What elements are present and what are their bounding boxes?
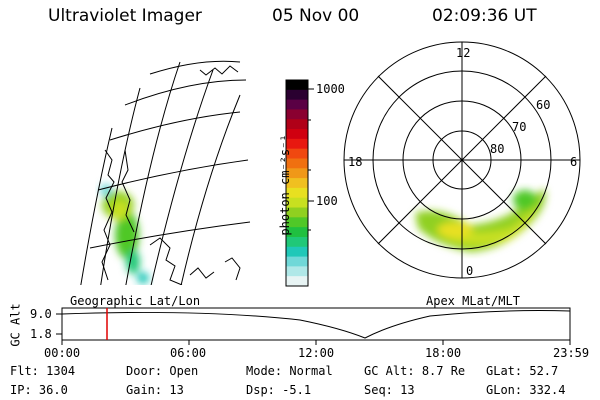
status-mode-label: Mode: — [246, 364, 283, 378]
colorbar-segment — [286, 109, 308, 120]
status-flt-value: 1304 — [46, 364, 76, 378]
polar-label-0: 0 — [466, 264, 474, 278]
timeline-xtick-label-2359: 23:59 — [553, 346, 590, 360]
timeline-xtick-label-1800: 18:00 — [425, 346, 462, 360]
polar-grid — [343, 41, 581, 279]
polar-meridian-diag2 — [377, 75, 547, 245]
status-seq: Seq: 13 — [364, 383, 415, 397]
colorbar-segment — [286, 197, 308, 209]
colorbar-segment — [286, 207, 308, 218]
status-ip-value: 36.0 — [38, 383, 68, 397]
status-gain: Gain: 13 — [126, 383, 184, 397]
colorbar-segment — [286, 217, 308, 228]
polar-label-80: 80 — [490, 142, 505, 156]
colorbar-segment — [286, 138, 308, 150]
timeline-ytick-label-1.8: 1.8 — [30, 327, 52, 341]
status-ip: IP: 36.0 — [10, 383, 68, 397]
colorbar-segment — [286, 80, 308, 91]
status-gain-label: Gain: — [126, 383, 163, 397]
colorbar-segment — [286, 89, 308, 101]
timeline-xtick-label-0000: 00:00 — [44, 346, 81, 360]
colorbar-segment — [286, 256, 308, 267]
colorbar-segment — [286, 246, 308, 258]
colorbar-segment — [286, 148, 308, 159]
status-gcalt-value: 8.7 Re — [421, 364, 466, 378]
status-gcalt-label: GC Alt: — [364, 364, 415, 378]
status-glon-label: GLon: — [486, 383, 523, 397]
status-dsp-label: Dsp: — [246, 383, 275, 397]
status-door-value: Open — [169, 364, 199, 378]
status-glat-label: GLat: — [486, 364, 523, 378]
colorbar-segment — [286, 178, 308, 189]
timeline-ytick-label-9: 9.0 — [30, 307, 52, 321]
geographic-map — [80, 60, 251, 285]
colorbar-segment — [286, 129, 308, 140]
status-door: Door: Open — [126, 364, 198, 378]
status-mode: Mode: Normal — [246, 364, 333, 378]
polar-label-60: 60 — [536, 98, 551, 112]
colorbar-segment — [286, 276, 308, 287]
status-mode-value: Normal — [289, 364, 333, 378]
time-label: 02:09:36 UT — [432, 6, 537, 26]
aurora-left — [100, 184, 149, 284]
colorbar-segment — [286, 227, 308, 238]
status-seq-value: 13 — [400, 383, 415, 397]
colorbar-segment — [286, 236, 308, 248]
polar-label-6: 6 — [570, 155, 578, 169]
colorbar-segment — [286, 119, 308, 130]
status-glon: GLon: 332.4 — [486, 383, 565, 397]
polar-aurora — [415, 189, 546, 252]
colorbar-axis-label: photon cm⁻²s⁻¹ — [278, 134, 292, 236]
colorbar-segment — [286, 266, 308, 277]
timeline-ylabel: GC Alt — [8, 303, 23, 347]
polar-label-70: 70 — [512, 120, 527, 134]
geographic-panel-label: Geographic Lat/Lon — [70, 294, 201, 308]
instrument-title: Ultraviolet Imager — [48, 6, 202, 26]
date-label: 05 Nov 00 — [272, 6, 360, 26]
status-glat-value: 52.7 — [529, 364, 559, 378]
status-glon-value: 332.4 — [529, 383, 566, 397]
status-flt: Flt: 1304 — [10, 364, 75, 378]
status-ip-label: IP: — [10, 383, 32, 397]
polar-label-12: 12 — [456, 46, 471, 60]
polar-label-18: 18 — [348, 155, 363, 169]
colorbar — [286, 80, 308, 287]
status-seq-label: Seq: — [364, 383, 393, 397]
apex-panel-label: Apex MLat/MLT — [426, 294, 520, 308]
colorbar-segment — [286, 99, 308, 110]
timeline-xtick-label-0600: 06:00 — [170, 346, 207, 360]
colorbar-tick-label-100: 100 — [316, 194, 338, 208]
colorbar-segment — [286, 168, 308, 179]
colorbar-frame — [285, 79, 309, 287]
status-door-label: Door: — [126, 364, 163, 378]
colorbar-segment — [286, 158, 308, 169]
altitude-curve — [61, 310, 571, 339]
status-gain-value: 13 — [169, 383, 184, 397]
status-dsp: Dsp: -5.1 — [246, 383, 311, 397]
timeline-plot — [56, 307, 571, 345]
timeline-xtick-label-1200: 12:00 — [298, 346, 335, 360]
status-glat: GLat: 52.7 — [486, 364, 558, 378]
status-flt-label: Flt: — [10, 364, 39, 378]
colorbar-tick-label-1000: 1000 — [316, 82, 345, 96]
status-gcalt: GC Alt: 8.7 Re — [364, 364, 465, 378]
status-dsp-value: -5.1 — [282, 383, 312, 397]
colorbar-segment — [286, 187, 308, 199]
